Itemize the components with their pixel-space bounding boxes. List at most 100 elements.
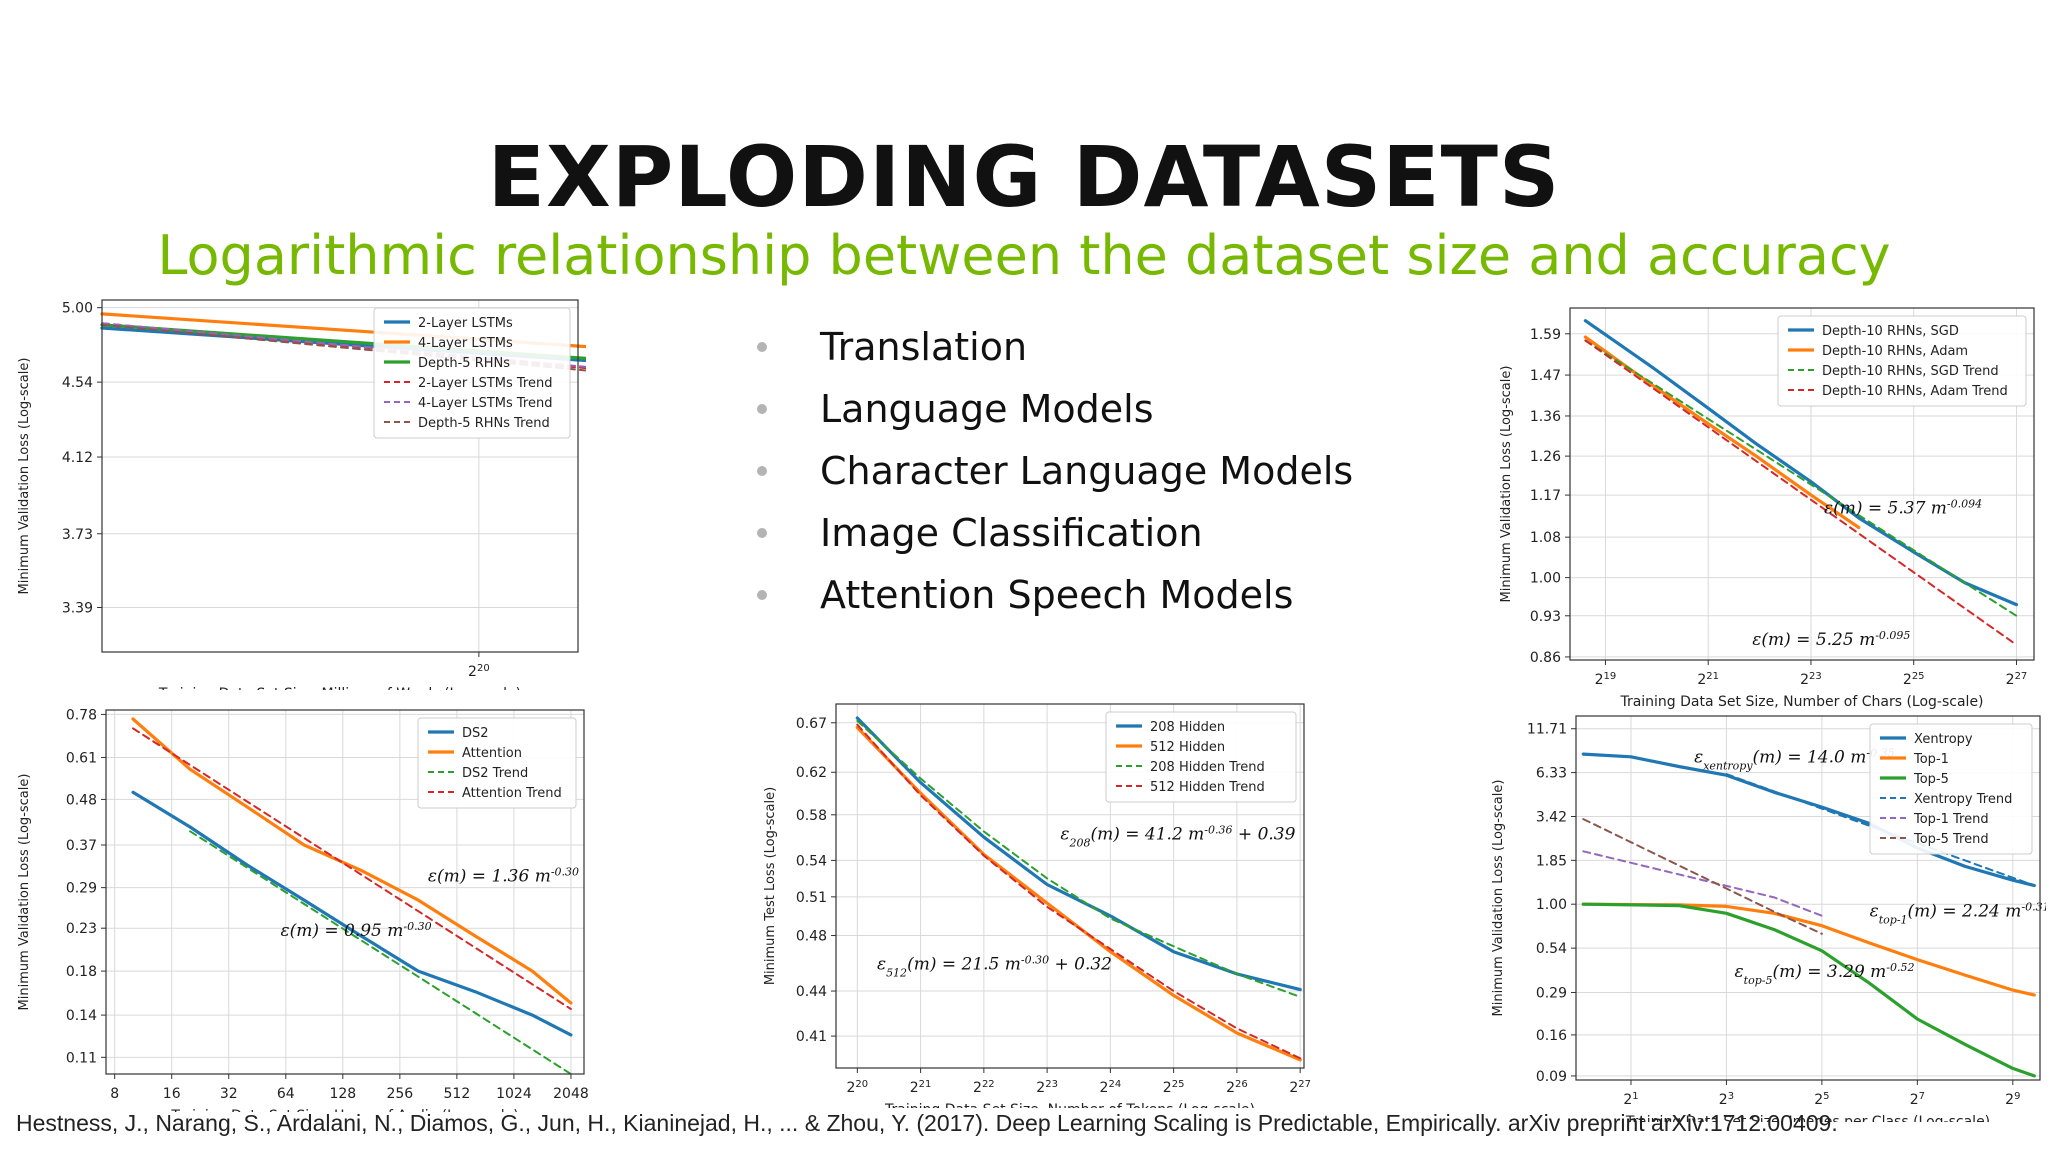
- topic-bullet-list: Translation Language Models Character La…: [752, 322, 1353, 632]
- chart-svg-audio: 0.78 0.61 0.48 0.37 0.29 0.23 0.18 0.14 0.11 8 16 3…: [17, 707, 589, 1112]
- series-line-512-hidden-trend: [856, 723, 1302, 1060]
- x-tick-label: 23: [1719, 1091, 1734, 1109]
- chart-images: 11.71 6.33 3.42 1.85 1.00 0.54 0.29 0.16 0.09 21 2…: [1484, 708, 2046, 1122]
- legend-label: Depth-5 RHNs: [418, 356, 510, 371]
- y-tick-label: 0.54: [796, 853, 827, 869]
- y-tick-label: 4.54: [62, 375, 93, 391]
- legend-label: Xentropy Trend: [1914, 792, 2012, 807]
- x-tick-label: 25: [1814, 1091, 1829, 1109]
- series-line-top-1: [1581, 902, 2036, 997]
- bullet-dot-icon: [757, 466, 767, 476]
- y-tick-label: 5.00: [62, 301, 93, 317]
- y-tick-label: 0.18: [66, 964, 97, 980]
- slide-subtitle: Logarithmic relationship between the dat…: [157, 224, 1891, 287]
- plot-frame: [105, 709, 585, 1075]
- legend-label: Attention Trend: [462, 786, 562, 801]
- y-axis-label: Minimum Validation Loss (Log-scale): [17, 358, 32, 595]
- series-line-top-1-trend: [1582, 850, 1823, 917]
- legend-label: Depth-10 RHNs, SGD Trend: [1822, 364, 1999, 379]
- y-axis-label: Minimum Validation Loss (Log-scale): [1491, 780, 1506, 1017]
- x-axis-label: Training Data Set Size, Images per Class…: [1625, 1114, 1990, 1122]
- legend-label: Top-5: [1913, 772, 1949, 787]
- x-tick-label: 227: [1289, 1079, 1311, 1097]
- bullet-dot-icon: [757, 528, 767, 538]
- series-line-ds2-trend: [189, 830, 572, 1075]
- bullet-item: Attention Speech Models: [752, 570, 1353, 632]
- x-tick-label: 220: [468, 663, 490, 681]
- equation-annotation: ε(m) = 5.37 m-0.094: [1824, 497, 1982, 519]
- x-tick-label: 227: [2006, 671, 2028, 689]
- chart-svg-words: 5.004.544.123.733.3922022122222322422522…: [17, 299, 586, 690]
- y-tick-label: 0.58: [796, 808, 827, 824]
- y-tick-label: 0.62: [796, 765, 827, 781]
- chart-svg-tokens: 0.67 0.62 0.58 0.54 0.51 0.48 0.44 0.41 220 221 22…: [763, 703, 1311, 1108]
- chart-chars: 1.59 1.47 1.36 1.26 1.17 1.08 1.00 0.93 0.86 219 2…: [1492, 300, 2042, 710]
- bullet-dot-icon: [757, 590, 767, 600]
- slide-title: EXPLODING DATASETS: [487, 128, 1561, 226]
- x-tick-label: 223: [1800, 671, 1822, 689]
- bullet-item: Translation: [752, 322, 1353, 384]
- legend-box: [417, 717, 577, 809]
- y-tick-label: 1.08: [1530, 530, 1561, 546]
- x-tick-label: 225: [1903, 671, 1925, 689]
- y-tick-label: 11.71: [1527, 722, 1567, 738]
- y-tick-label: 0.48: [796, 929, 827, 945]
- equation-annotation: ε(m) = 1.36 m-0.30: [428, 865, 579, 887]
- chart-words: 5.004.544.123.733.3922022122222322422522…: [10, 292, 586, 690]
- x-tick-label: 128: [329, 1086, 356, 1102]
- x-tick-label: 512: [444, 1086, 471, 1102]
- x-tick-label: 2048: [553, 1086, 589, 1102]
- bullet-dot-icon: [757, 342, 767, 352]
- y-tick-label: 1.59: [1530, 327, 1561, 343]
- x-tick-label: 221: [1697, 671, 1719, 689]
- x-tick-label: 222: [973, 1079, 995, 1097]
- y-tick-label: 0.14: [66, 1008, 97, 1024]
- y-tick-label: 0.86: [1530, 650, 1561, 666]
- x-tick-label: 226: [1226, 1079, 1248, 1097]
- y-tick-label: 4.12: [62, 450, 93, 466]
- y-tick-label: 0.54: [1536, 941, 1567, 957]
- legend-label: 512 Hidden: [1150, 740, 1225, 755]
- bullet-text: Translation: [820, 325, 1028, 369]
- x-tick-label: 27: [1910, 1091, 1925, 1109]
- y-axis-label: Minimum Validation Loss (Log-scale): [17, 774, 32, 1011]
- y-tick-label: 1.85: [1536, 853, 1567, 869]
- y-tick-label: 0.44: [796, 984, 827, 1000]
- bullet-item: Image Classification: [752, 508, 1353, 570]
- x-tick-label: 8: [110, 1086, 119, 1102]
- equation-annotation: ε512(m) = 21.5 m-0.30 + 0.32: [877, 953, 1112, 979]
- bullet-item: Language Models: [752, 384, 1353, 446]
- y-tick-label: 0.23: [66, 921, 97, 937]
- y-tick-label: 6.33: [1536, 766, 1567, 782]
- legend-label: 2-Layer LSTMs: [418, 316, 513, 331]
- legend-label: 4-Layer LSTMs Trend: [418, 396, 552, 411]
- y-tick-label: 1.47: [1530, 368, 1561, 384]
- equation-annotation: ε(m) = 0.95 m-0.30: [280, 919, 431, 941]
- x-tick-label: 16: [163, 1086, 181, 1102]
- y-tick-label: 0.48: [66, 792, 97, 808]
- x-tick-label: 220: [847, 1079, 869, 1097]
- y-axis-label: Minimum Validation Loss (Log-scale): [1499, 366, 1514, 603]
- legend-label: Xentropy: [1914, 732, 1973, 747]
- x-tick-label: 224: [1100, 1079, 1122, 1097]
- series-line-attention-trend: [132, 727, 572, 1010]
- y-tick-label: 0.41: [796, 1029, 827, 1045]
- legend-label: 208 Hidden: [1150, 720, 1225, 735]
- x-axis-label: Training Data Set Size, Number of Chars …: [1619, 694, 1983, 710]
- series-line-top-5: [1581, 902, 2036, 1078]
- equation-annotation: ε208(m) = 41.2 m-0.36 + 0.39: [1060, 823, 1295, 849]
- y-tick-label: 3.42: [1536, 810, 1567, 826]
- y-tick-label: 0.37: [66, 838, 97, 854]
- x-axis-label: Training Data Set Size, Millions of Word…: [158, 686, 521, 690]
- legend-box: [1777, 315, 2027, 407]
- legend-label: Top-1: [1913, 752, 1949, 767]
- bullet-text: Image Classification: [820, 511, 1203, 555]
- x-axis-label: Training Data Set Size, Hours of Audio (…: [170, 1108, 518, 1112]
- chart-svg-images: 11.71 6.33 3.42 1.85 1.00 0.54 0.29 0.16 0.09 21 2…: [1491, 715, 2046, 1122]
- chart-audio: 0.78 0.61 0.48 0.37 0.29 0.23 0.18 0.14 0.11 8 16 3…: [10, 702, 590, 1112]
- legend-label: Depth-10 RHNs, Adam Trend: [1822, 384, 2008, 399]
- legend-label: Top-1 Trend: [1913, 812, 1989, 827]
- y-tick-label: 0.78: [66, 707, 97, 723]
- y-tick-label: 0.11: [66, 1050, 97, 1066]
- y-tick-label: 1.00: [1530, 571, 1561, 587]
